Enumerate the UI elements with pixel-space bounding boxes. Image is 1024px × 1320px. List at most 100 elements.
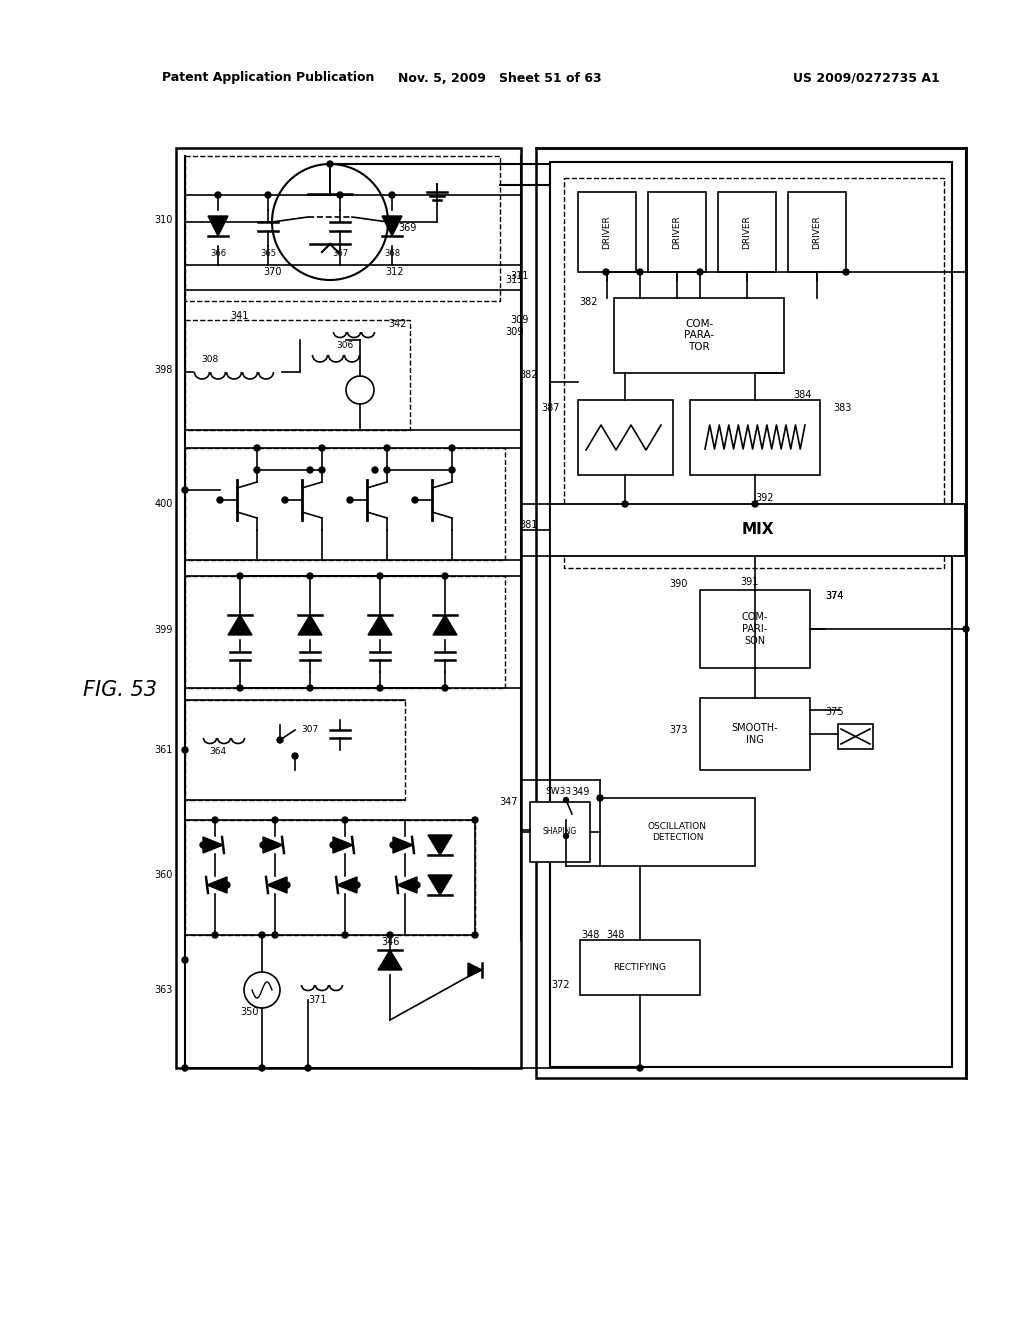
Circle shape <box>319 445 325 451</box>
Bar <box>176 148 521 1068</box>
Bar <box>578 191 636 272</box>
Polygon shape <box>433 615 457 635</box>
Text: 398: 398 <box>155 366 173 375</box>
Text: 374: 374 <box>825 591 844 601</box>
Circle shape <box>215 191 221 198</box>
Circle shape <box>307 573 313 579</box>
Circle shape <box>384 467 390 473</box>
Bar <box>185 820 475 935</box>
Circle shape <box>442 685 449 690</box>
Text: SHAPING: SHAPING <box>543 828 578 837</box>
Text: MIX: MIX <box>741 523 774 537</box>
Bar <box>718 191 776 272</box>
Text: Patent Application Publication: Patent Application Publication <box>162 71 375 84</box>
Circle shape <box>330 842 336 847</box>
Circle shape <box>472 932 478 939</box>
Bar <box>185 319 410 430</box>
Text: 363: 363 <box>155 985 173 995</box>
Circle shape <box>390 842 396 847</box>
Polygon shape <box>397 876 417 894</box>
Circle shape <box>752 502 758 507</box>
Polygon shape <box>378 950 402 970</box>
Circle shape <box>449 445 455 451</box>
Bar <box>550 162 952 1067</box>
Circle shape <box>412 498 418 503</box>
Text: DRIVER: DRIVER <box>673 215 682 249</box>
Circle shape <box>182 957 188 964</box>
Text: 341: 341 <box>230 312 249 321</box>
Polygon shape <box>428 875 452 895</box>
Text: 375: 375 <box>825 708 844 717</box>
Text: 342: 342 <box>388 319 407 329</box>
Circle shape <box>224 882 230 888</box>
Circle shape <box>414 882 420 888</box>
Text: 367: 367 <box>332 248 348 257</box>
Circle shape <box>697 269 703 275</box>
Text: 370: 370 <box>263 267 282 277</box>
Circle shape <box>307 467 313 473</box>
Polygon shape <box>468 964 482 977</box>
Text: 365: 365 <box>260 248 276 257</box>
Text: 348: 348 <box>606 931 625 940</box>
Text: 311: 311 <box>505 275 523 285</box>
Polygon shape <box>263 837 283 853</box>
Polygon shape <box>203 837 223 853</box>
Text: 348: 348 <box>582 931 600 940</box>
Text: 309: 309 <box>505 327 523 337</box>
Polygon shape <box>393 837 413 853</box>
Text: DRIVER: DRIVER <box>742 215 752 249</box>
Bar <box>838 723 873 748</box>
Bar <box>185 156 500 301</box>
Text: 392: 392 <box>755 492 773 503</box>
Circle shape <box>254 467 260 473</box>
Bar <box>530 803 590 862</box>
Circle shape <box>237 573 243 579</box>
Text: 306: 306 <box>336 341 353 350</box>
Text: SMOOTH-
ING: SMOOTH- ING <box>732 723 778 744</box>
Bar <box>700 590 810 668</box>
Circle shape <box>260 842 266 847</box>
Bar <box>600 799 755 866</box>
Bar <box>788 191 846 272</box>
Text: 347: 347 <box>500 797 518 807</box>
Text: US 2009/0272735 A1: US 2009/0272735 A1 <box>794 71 940 84</box>
Circle shape <box>212 932 218 939</box>
Circle shape <box>200 842 206 847</box>
Text: 310: 310 <box>155 215 173 224</box>
Circle shape <box>472 817 478 822</box>
Text: 372: 372 <box>551 979 570 990</box>
Bar <box>580 940 700 995</box>
Circle shape <box>182 1065 188 1071</box>
Circle shape <box>237 685 243 690</box>
Polygon shape <box>337 876 357 894</box>
Circle shape <box>347 498 353 503</box>
Text: 360: 360 <box>155 870 173 880</box>
Circle shape <box>354 882 360 888</box>
Polygon shape <box>368 615 392 635</box>
Circle shape <box>259 932 265 939</box>
Text: Nov. 5, 2009   Sheet 51 of 63: Nov. 5, 2009 Sheet 51 of 63 <box>398 71 602 84</box>
Circle shape <box>377 685 383 690</box>
Text: 382: 382 <box>519 370 538 380</box>
Text: 309: 309 <box>510 315 528 325</box>
Text: 383: 383 <box>833 403 851 413</box>
Bar <box>700 698 810 770</box>
Text: 311: 311 <box>510 271 528 281</box>
Text: 373: 373 <box>670 725 688 735</box>
Text: COM-
PARA-
TOR: COM- PARA- TOR <box>684 319 714 352</box>
Text: 368: 368 <box>384 248 400 257</box>
Circle shape <box>637 269 643 275</box>
Circle shape <box>342 932 348 939</box>
Circle shape <box>387 932 393 939</box>
Circle shape <box>337 191 343 198</box>
Circle shape <box>843 269 849 275</box>
Circle shape <box>319 467 325 473</box>
Polygon shape <box>267 876 287 894</box>
Circle shape <box>377 573 383 579</box>
Text: 346: 346 <box>381 937 399 946</box>
Polygon shape <box>298 615 322 635</box>
Circle shape <box>254 445 260 451</box>
Text: 387: 387 <box>542 403 560 413</box>
Text: 312: 312 <box>385 267 403 277</box>
Text: SW33: SW33 <box>545 788 571 796</box>
